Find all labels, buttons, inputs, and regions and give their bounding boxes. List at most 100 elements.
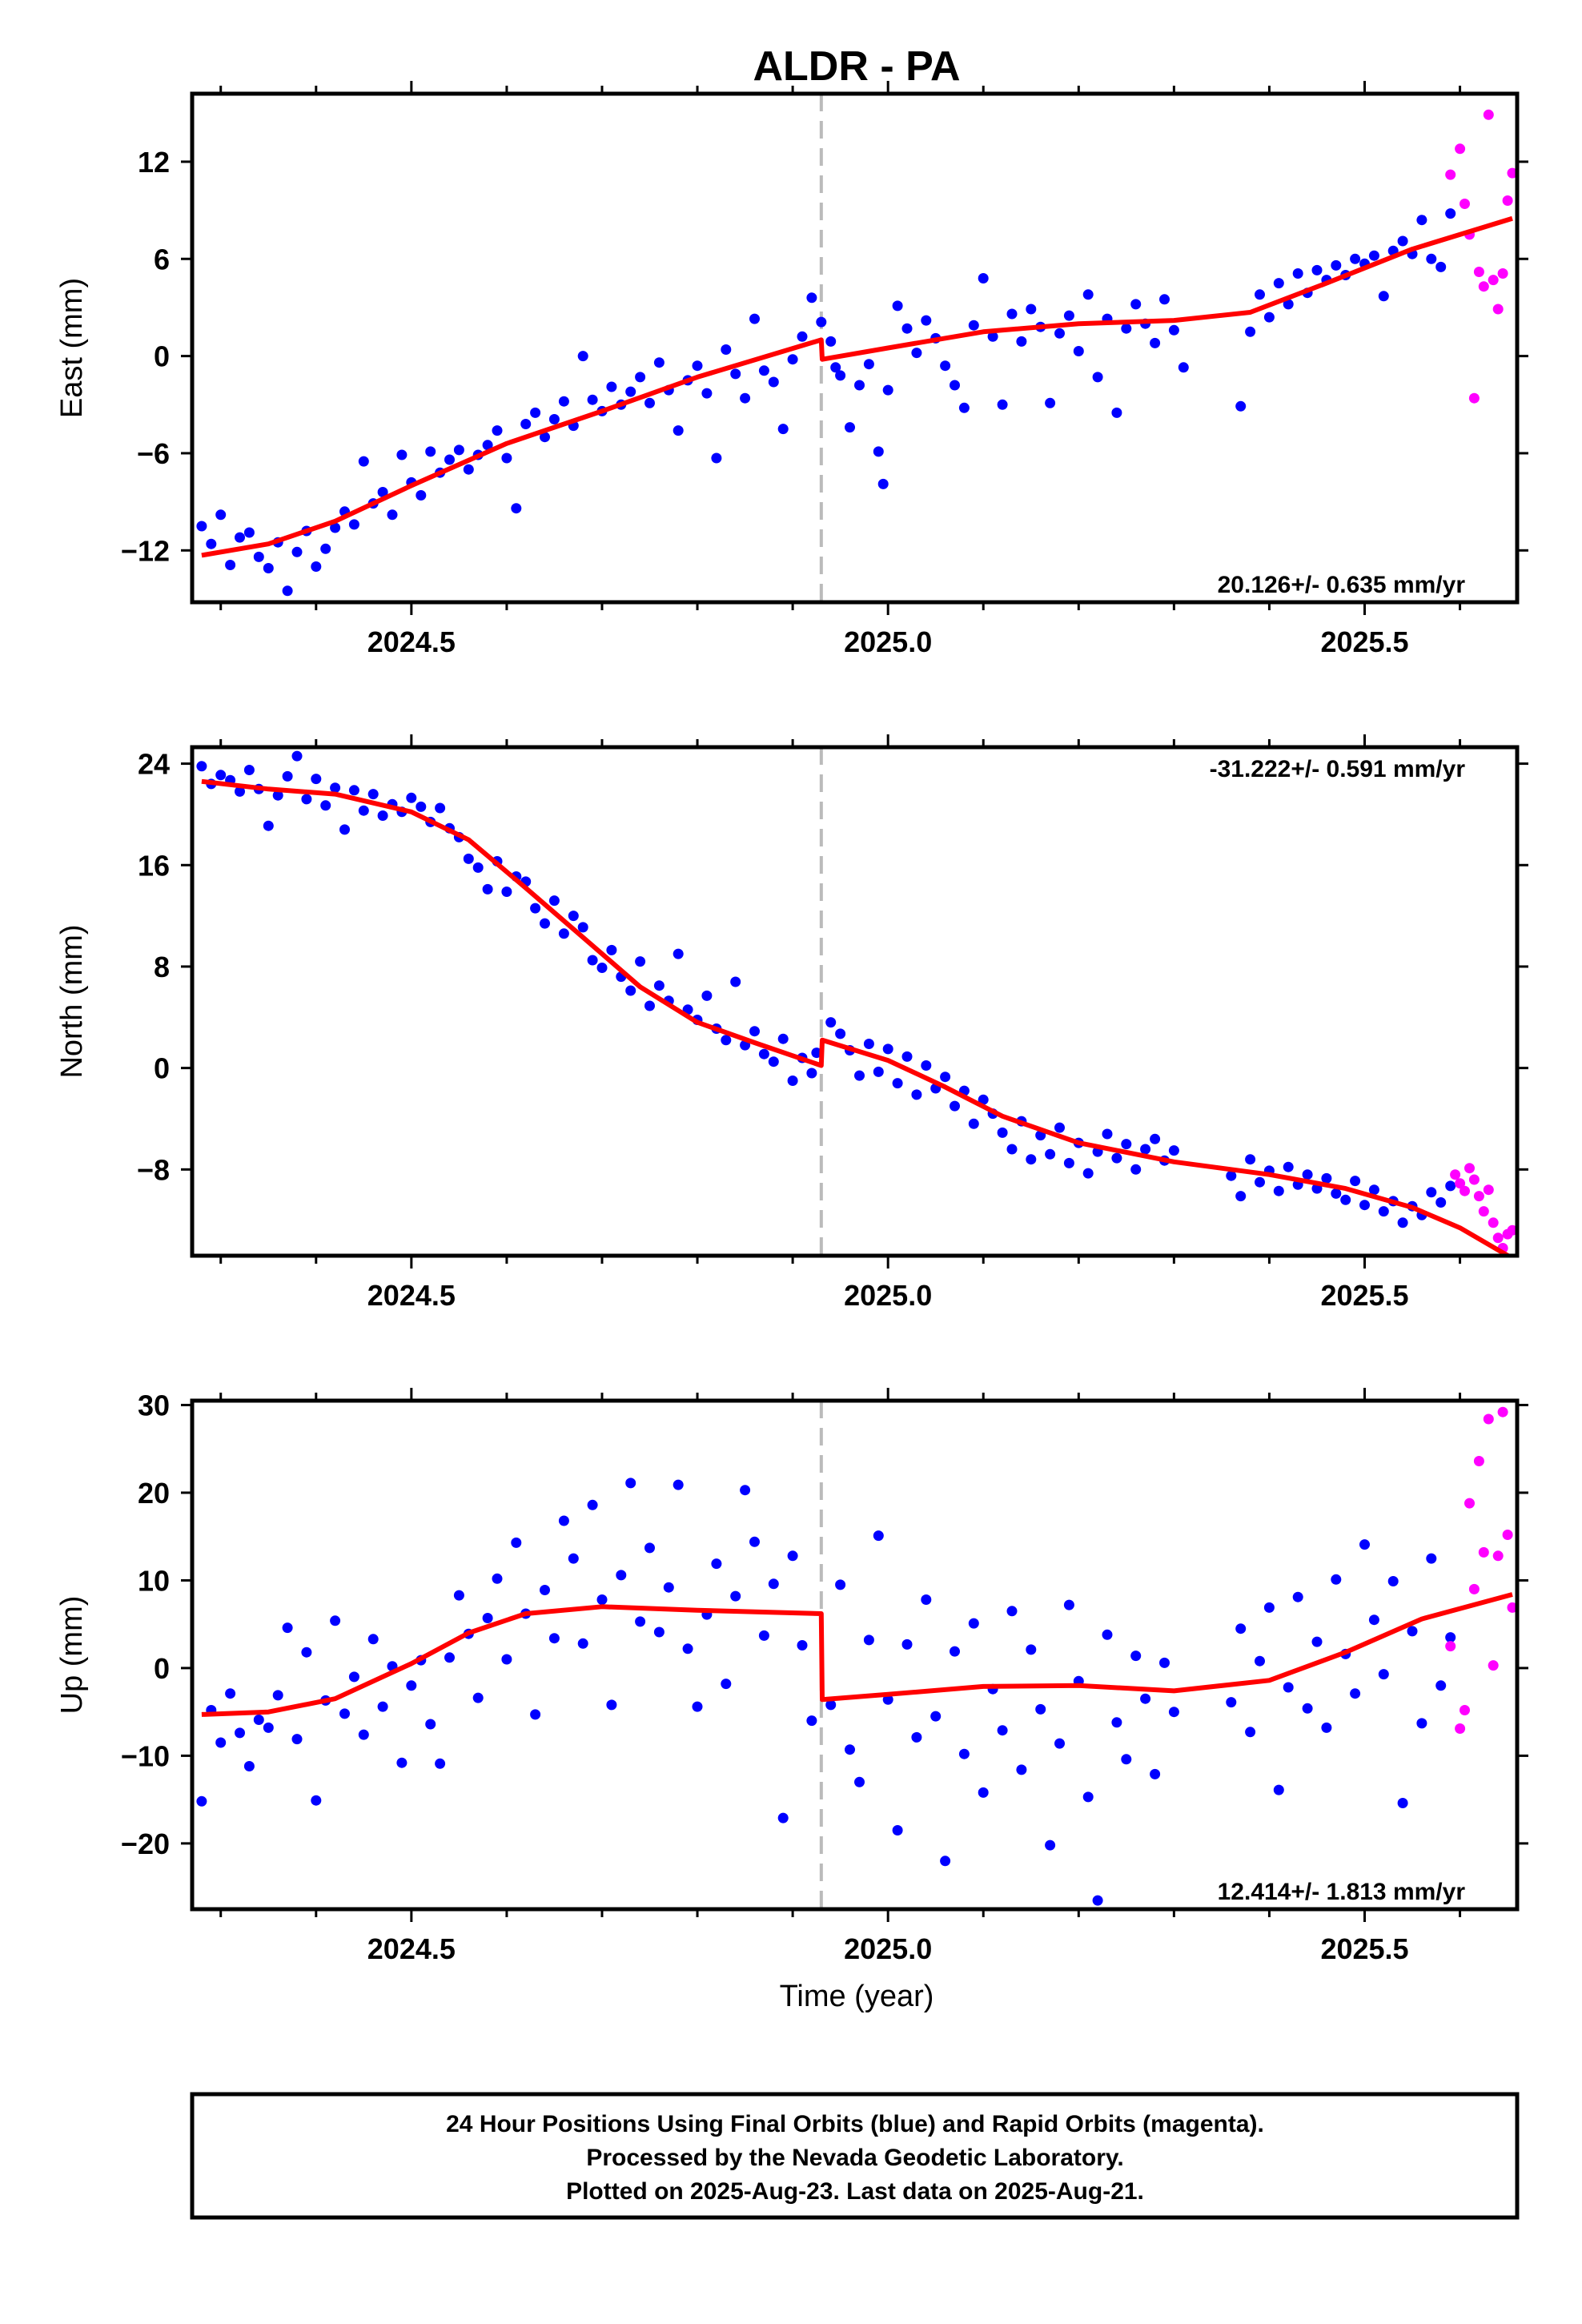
up-final-point: [530, 1709, 541, 1720]
up-final-point: [777, 1812, 789, 1823]
north-final-point: [291, 750, 303, 762]
east-final-point: [482, 440, 493, 451]
east-final-point: [721, 344, 732, 355]
north-final-point: [1111, 1152, 1122, 1164]
up-final-point: [540, 1585, 550, 1595]
north-panel: −8 0 8 16 24 2024.5 2025.0 2025.5 North (mm) -31.…: [55, 734, 1528, 1312]
east-final-point: [1263, 312, 1275, 323]
north-xtick-label: 2024.5: [367, 1279, 456, 1312]
east-points: [196, 109, 1517, 597]
north-final-point: [1435, 1197, 1447, 1208]
north-final-point: [1359, 1200, 1370, 1211]
up-final-point: [740, 1485, 751, 1496]
up-final-point: [558, 1515, 569, 1526]
east-final-point: [901, 323, 913, 334]
up-final-point: [1226, 1697, 1237, 1708]
up-rapid-point: [1464, 1498, 1475, 1509]
north-final-point: [835, 1028, 846, 1039]
east-rapid-point: [1468, 392, 1480, 404]
north-final-point: [997, 1127, 1008, 1138]
east-final-point: [825, 336, 837, 347]
up-final-point: [396, 1757, 408, 1768]
north-ytick-label: 8: [154, 951, 170, 983]
up-final-point: [548, 1633, 560, 1644]
up-final-point: [1283, 1682, 1294, 1693]
east-rapid-point: [1478, 281, 1489, 292]
north-rapid-point: [1507, 1224, 1517, 1236]
east-final-point: [1283, 299, 1294, 310]
north-ytick-label: 24: [138, 748, 170, 781]
up-rapid-point: [1507, 1602, 1517, 1613]
up-final-point: [1150, 1768, 1161, 1779]
north-final-point: [950, 1100, 960, 1112]
north-final-point: [1235, 1191, 1247, 1202]
north-final-point: [1140, 1144, 1151, 1155]
north-final-point: [825, 1017, 837, 1028]
north-final-point: [339, 824, 350, 835]
north-final-point: [358, 805, 369, 816]
east-final-point: [921, 315, 932, 326]
east-final-point: [787, 354, 798, 365]
east-final-point: [997, 399, 1008, 410]
north-final-point: [243, 765, 255, 775]
east-final-point: [873, 446, 884, 457]
north-final-point: [1054, 1122, 1065, 1133]
north-final-point: [540, 918, 550, 929]
north-final-point: [901, 1051, 913, 1062]
north-rate-label: -31.222+/- 0.591 mm/yr: [1210, 756, 1466, 782]
up-final-point: [1111, 1717, 1122, 1728]
north-final-point: [301, 794, 312, 805]
up-ytick-label: 0: [154, 1652, 170, 1685]
north-final-point: [777, 1033, 789, 1044]
up-final-point: [1435, 1680, 1447, 1691]
up-final-point: [1302, 1703, 1313, 1714]
east-rapid-point: [1445, 169, 1456, 180]
north-fit-line: [201, 778, 1513, 1256]
up-final-point: [501, 1654, 512, 1665]
north-final-point: [673, 948, 684, 959]
up-final-point: [1035, 1703, 1046, 1715]
east-final-point: [1121, 323, 1132, 334]
north-rapid-point: [1473, 1191, 1484, 1202]
up-final-point: [377, 1701, 388, 1712]
up-final-point: [721, 1679, 732, 1690]
north-final-point: [282, 770, 293, 782]
up-final-point: [1426, 1553, 1437, 1564]
east-final-point: [548, 414, 560, 424]
east-final-point: [911, 348, 922, 359]
up-final-point: [901, 1638, 913, 1650]
north-rapid-point: [1455, 1178, 1466, 1189]
up-final-point: [492, 1573, 503, 1584]
east-final-point: [1235, 400, 1247, 412]
east-final-point: [835, 370, 846, 381]
up-final-point: [235, 1727, 245, 1739]
up-final-point: [635, 1616, 646, 1627]
east-final-point: [711, 452, 722, 464]
north-final-point: [463, 853, 474, 864]
up-xtick-label: 2025.0: [844, 1932, 932, 1965]
north-final-point: [577, 922, 588, 933]
north-final-point: [406, 792, 417, 803]
up-final-point: [730, 1590, 741, 1602]
north-final-point: [548, 895, 560, 907]
up-final-point: [282, 1622, 293, 1634]
up-final-point: [367, 1634, 379, 1645]
east-ytick-label: −6: [137, 437, 170, 470]
east-final-point: [1130, 299, 1142, 310]
north-final-point: [377, 810, 388, 821]
east-frame: [190, 91, 1520, 605]
east-final-point: [330, 522, 341, 533]
east-final-point: [950, 380, 960, 391]
east-final-point: [558, 396, 569, 407]
north-final-point: [472, 862, 484, 873]
north-final-point: [530, 903, 541, 914]
east-final-point: [635, 372, 646, 383]
up-final-point: [968, 1618, 979, 1629]
up-final-point: [806, 1715, 817, 1727]
east-xtick-label: 2024.5: [367, 625, 456, 658]
east-final-point: [768, 376, 779, 388]
north-points: [196, 750, 1517, 1253]
east-final-point: [1159, 294, 1170, 305]
east-fit-line: [201, 215, 1513, 558]
info-box: [190, 2092, 1520, 2220]
